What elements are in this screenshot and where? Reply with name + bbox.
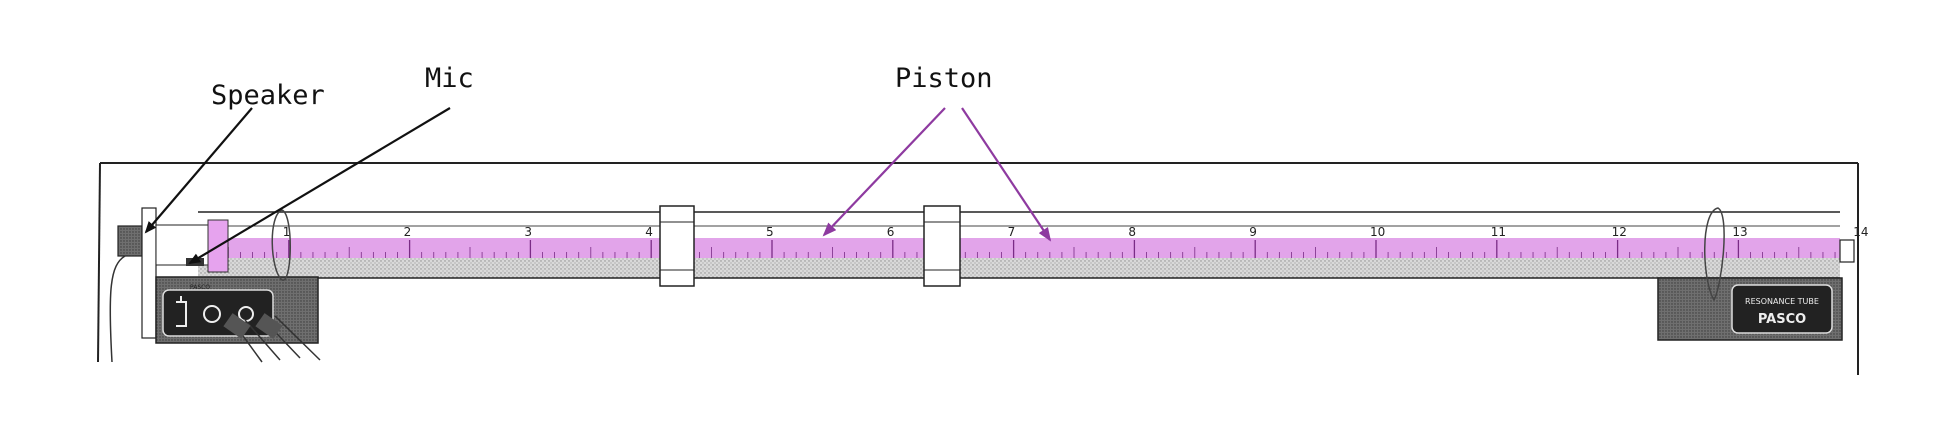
scale-number: 4 [645, 225, 653, 239]
scale-number: 6 [887, 225, 895, 239]
clamp-left [659, 205, 695, 287]
piston-arrow-right [961, 107, 1052, 242]
speaker-assembly [109, 207, 209, 363]
scale-number: 8 [1128, 225, 1136, 239]
left-panel-text: PASCO [190, 284, 210, 291]
mic-arrow [188, 107, 451, 265]
scale-numbers: 1 2 3 4 5 6 7 8 9 10 11 12 13 14 [283, 225, 1869, 239]
scale-number: 9 [1249, 225, 1257, 239]
scale-number: 7 [1008, 225, 1016, 239]
tube-highlight [198, 238, 1840, 258]
scale-ticks [167, 240, 1836, 258]
clamp-right [923, 205, 961, 287]
right-panel-brand: PASCO [1758, 312, 1806, 327]
scale-number: 14 [1853, 225, 1868, 239]
left-control-box: PASCO [155, 209, 321, 363]
right-panel-title: RESONANCE TUBE [1745, 297, 1819, 306]
scale-number: 12 [1612, 225, 1627, 239]
mic-label: Mic [425, 63, 474, 94]
scale-number: 3 [524, 225, 532, 239]
speaker-arrow [144, 107, 253, 234]
tube [198, 211, 1855, 279]
scale-number: 10 [1370, 225, 1385, 239]
scale-number: 1 [283, 225, 291, 239]
scale-number: 2 [404, 225, 412, 239]
base-board [97, 162, 1859, 375]
speaker-label: Speaker [211, 80, 325, 111]
scale-number: 11 [1491, 225, 1506, 239]
piston-label: Piston [895, 63, 993, 94]
scale-number: 13 [1732, 225, 1747, 239]
right-control-box: RESONANCE TUBE PASCO [1657, 207, 1843, 341]
piston-arrow-left [822, 107, 946, 237]
scale-number: 5 [766, 225, 774, 239]
